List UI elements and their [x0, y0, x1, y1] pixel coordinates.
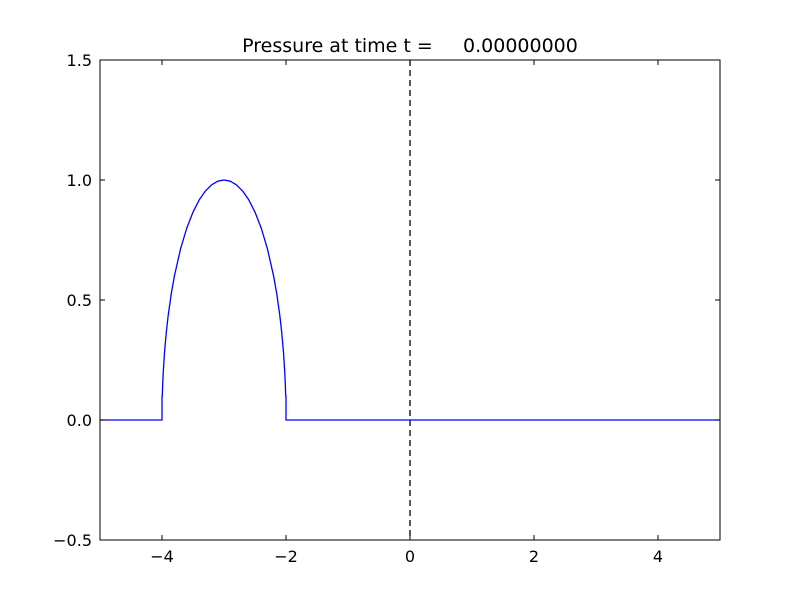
y-tick-label: 0.0	[67, 411, 92, 430]
series-line-0	[100, 179, 720, 421]
x-tick-label: 0	[405, 547, 415, 566]
chart-title: Pressure at time t = 0.00000000	[242, 35, 578, 57]
x-tick-label: −4	[150, 547, 174, 566]
x-tick-label: 2	[529, 547, 539, 566]
x-tick-label: −2	[274, 547, 298, 566]
y-tick-label: 0.5	[67, 291, 92, 310]
axis-ticks: −4 −2 0 2 4 −0.5 0.0 0.5 1.0 1.5	[53, 51, 720, 566]
x-tick-label: 4	[653, 547, 663, 566]
y-tick-label: −0.5	[53, 531, 92, 550]
plot-area	[100, 60, 720, 540]
y-tick-label: 1.0	[67, 171, 92, 190]
y-tick-label: 1.5	[67, 51, 92, 70]
